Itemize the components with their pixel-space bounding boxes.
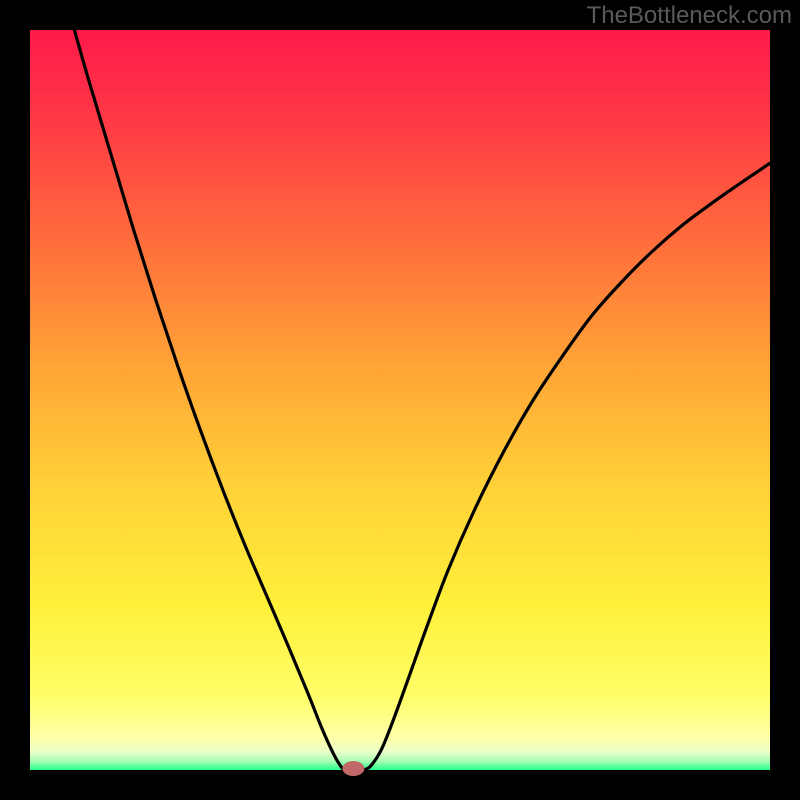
- optimal-marker: [342, 761, 364, 776]
- watermark-text: TheBottleneck.com: [587, 2, 792, 30]
- chart-container: TheBottleneck.com: [0, 0, 800, 800]
- plot-background: [30, 30, 770, 770]
- bottleneck-chart: [0, 0, 800, 800]
